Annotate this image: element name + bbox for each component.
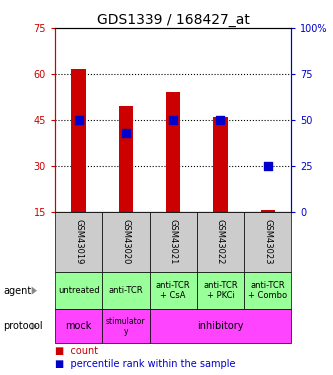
Point <box>76 117 81 123</box>
Text: anti-TCR
+ CsA: anti-TCR + CsA <box>156 281 190 300</box>
Bar <box>72 69 86 212</box>
Text: anti-TCR
+ Combo: anti-TCR + Combo <box>248 281 287 300</box>
Text: agent: agent <box>3 286 32 296</box>
Point <box>218 117 223 123</box>
Text: protocol: protocol <box>3 321 43 331</box>
Text: inhibitory: inhibitory <box>197 321 244 331</box>
Text: anti-TCR: anti-TCR <box>109 286 143 295</box>
Text: anti-TCR
+ PKCi: anti-TCR + PKCi <box>203 281 238 300</box>
Text: untreated: untreated <box>58 286 99 295</box>
Point <box>265 163 270 169</box>
Text: GSM43022: GSM43022 <box>216 219 225 265</box>
Text: ■  percentile rank within the sample: ■ percentile rank within the sample <box>55 359 235 369</box>
Text: stimulator
y: stimulator y <box>106 316 146 336</box>
Text: ■  count: ■ count <box>55 346 98 355</box>
Bar <box>166 93 180 212</box>
Text: mock: mock <box>65 321 92 331</box>
Bar <box>119 106 133 212</box>
Text: GSM43023: GSM43023 <box>263 219 272 265</box>
Point <box>123 130 129 136</box>
Bar <box>261 210 275 212</box>
Bar <box>213 117 227 212</box>
Text: GSM43019: GSM43019 <box>74 219 83 265</box>
Text: GSM43021: GSM43021 <box>168 219 178 265</box>
Text: GSM43020: GSM43020 <box>121 219 131 265</box>
Point <box>170 117 176 123</box>
Title: GDS1339 / 168427_at: GDS1339 / 168427_at <box>97 13 250 27</box>
